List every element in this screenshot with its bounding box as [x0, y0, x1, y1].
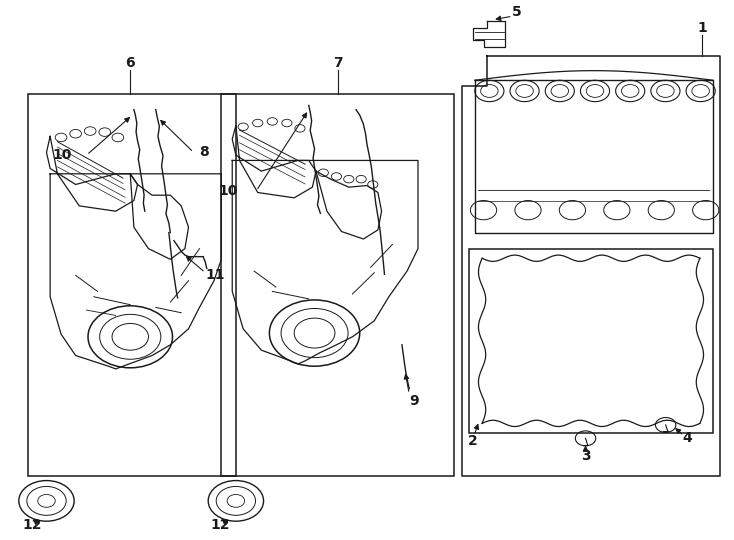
Bar: [469, 248, 713, 433]
Text: 8: 8: [200, 145, 209, 159]
Text: 1: 1: [697, 21, 707, 35]
Text: 6: 6: [126, 56, 135, 70]
Text: 12: 12: [210, 518, 230, 532]
Text: 7: 7: [333, 56, 343, 70]
Bar: [29, 93, 236, 476]
Text: 5: 5: [512, 5, 521, 19]
Text: 3: 3: [581, 449, 590, 463]
Text: 10: 10: [219, 184, 238, 198]
Text: 2: 2: [468, 434, 478, 448]
Bar: [222, 93, 454, 476]
Text: 9: 9: [410, 394, 419, 408]
Text: 4: 4: [683, 431, 692, 446]
Text: 11: 11: [206, 268, 225, 282]
Text: 12: 12: [22, 518, 42, 532]
Text: 10: 10: [53, 148, 72, 162]
